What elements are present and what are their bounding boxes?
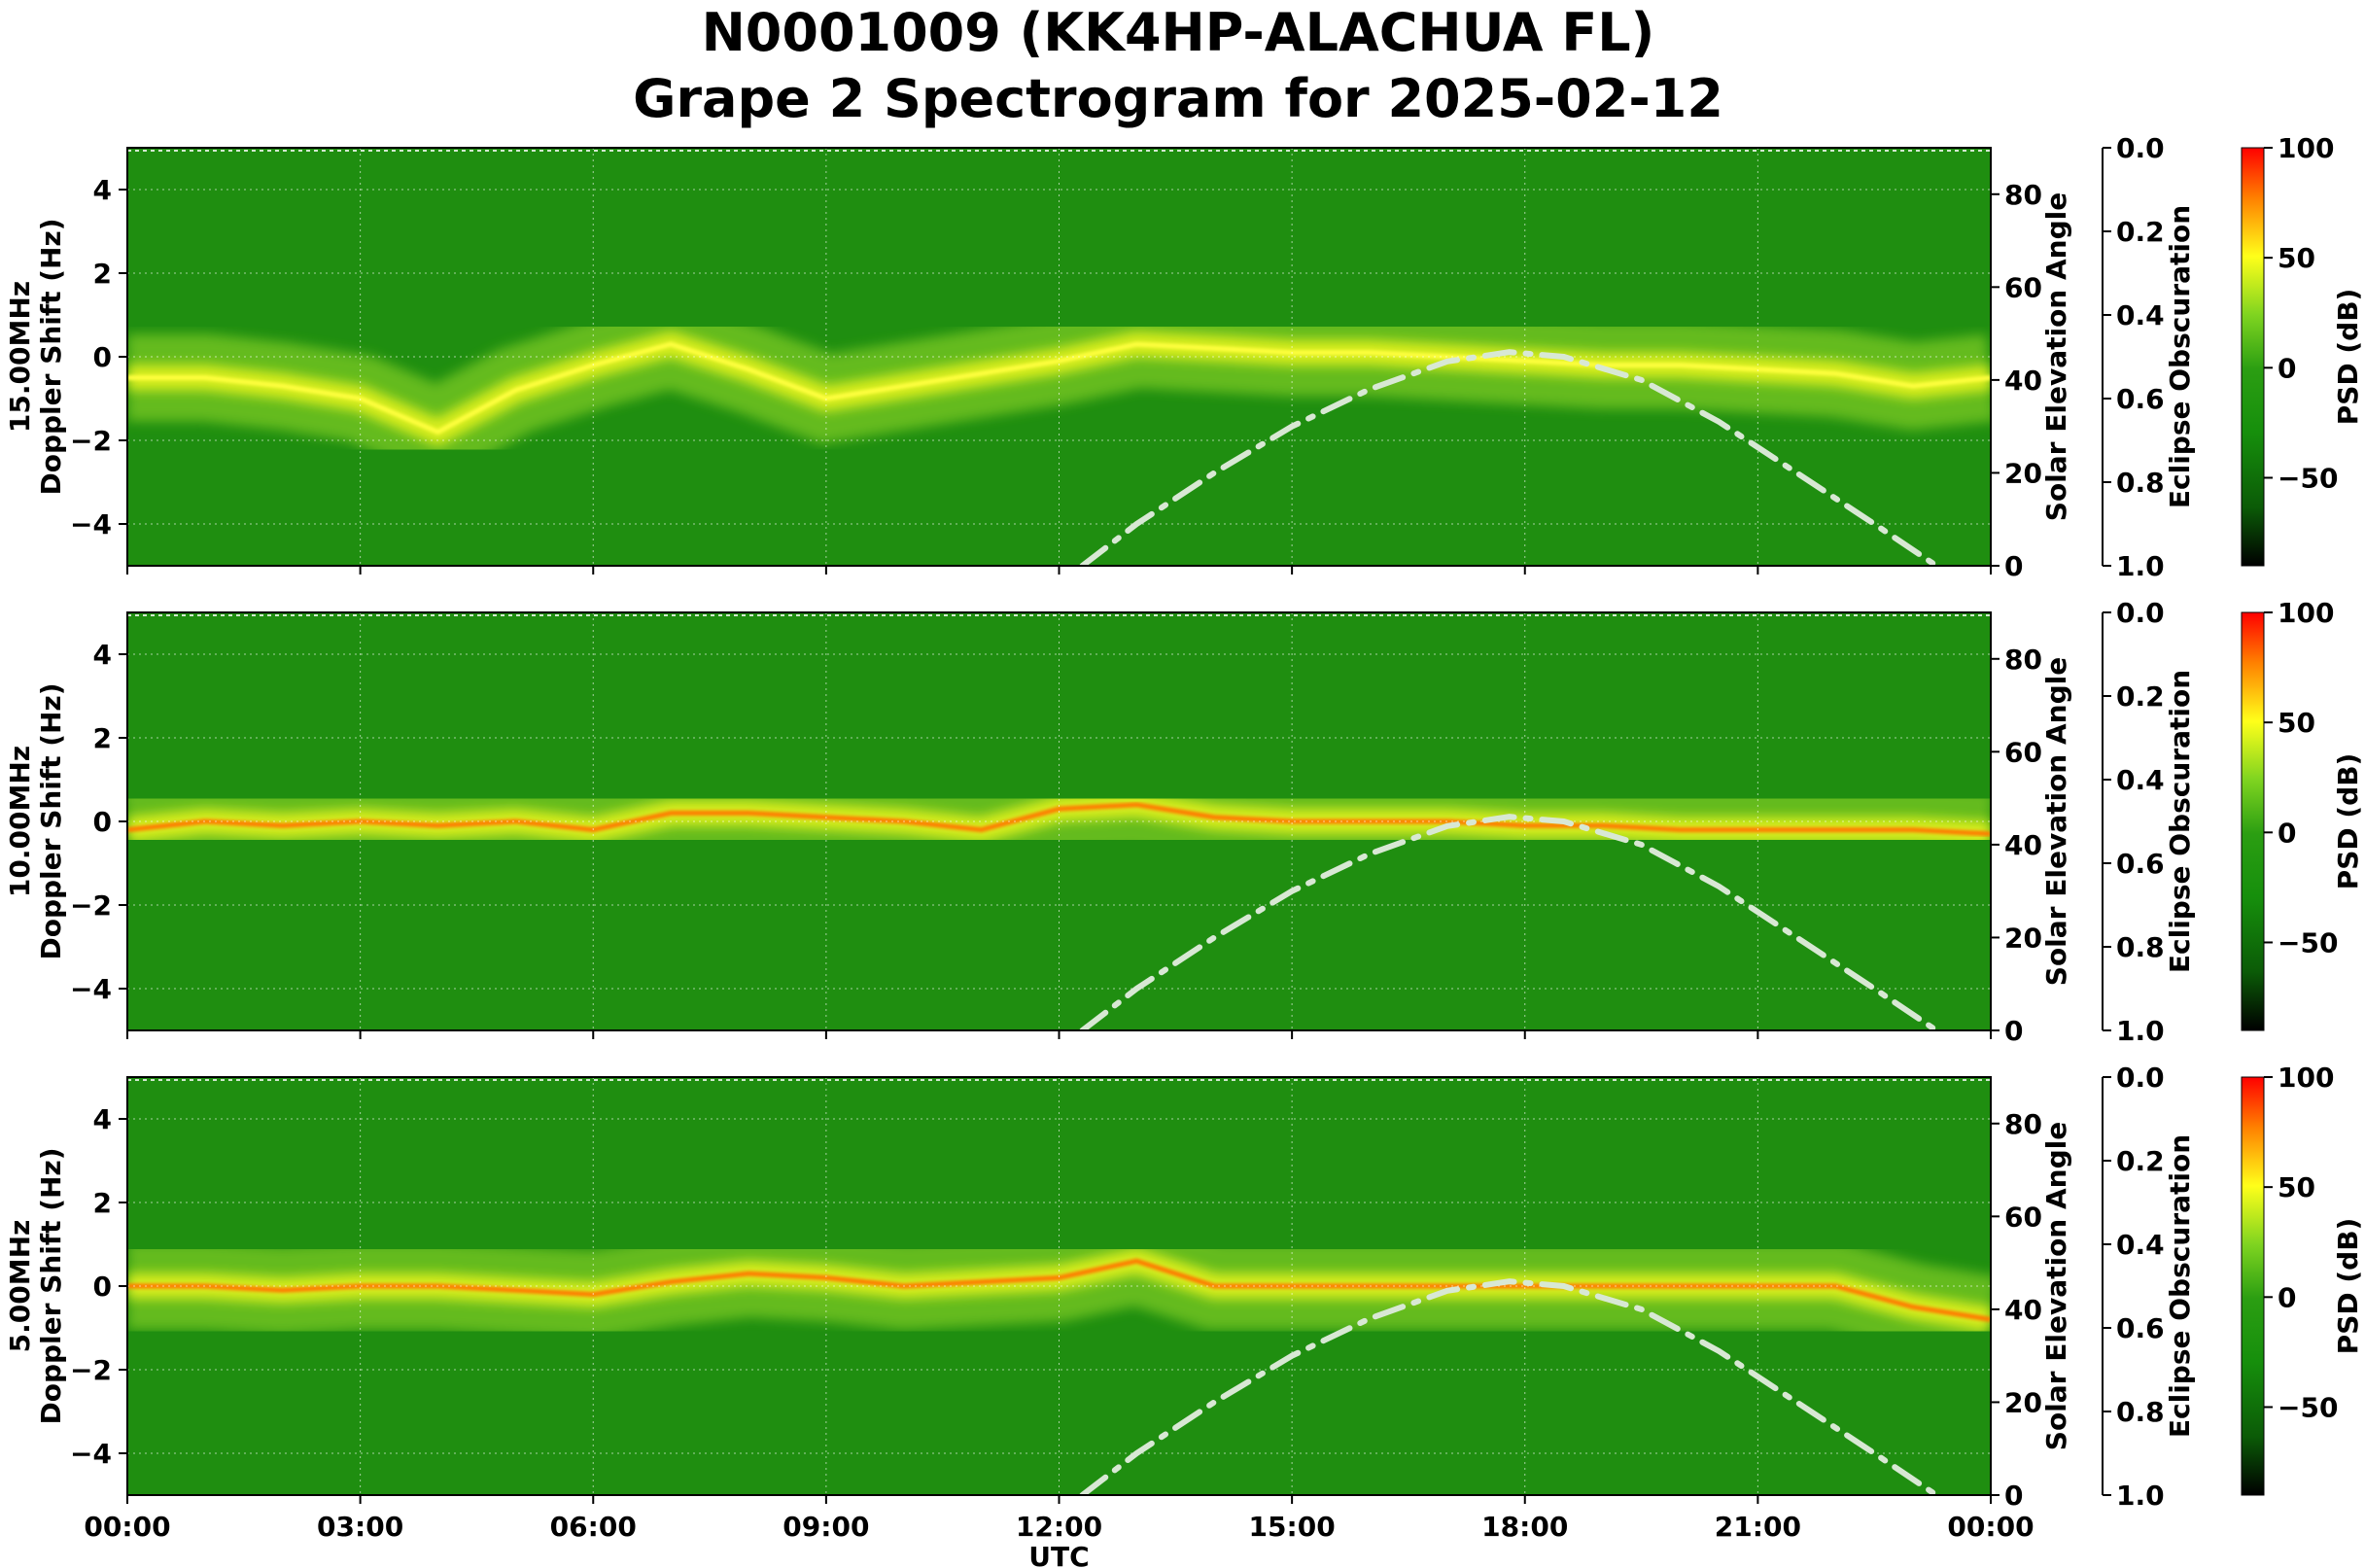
- obscuration-tick-label: 0.4: [2116, 1229, 2165, 1261]
- panel-1: 420−2−415.00MHzDoppler Shift (Hz)0204060…: [4, 132, 2364, 582]
- obscuration-tick-label: 0.0: [2116, 132, 2165, 164]
- y-tick-label: 2: [93, 1187, 112, 1219]
- solar-tick-label: 20: [2004, 922, 2042, 954]
- solar-axis-label: Solar Elevation Angle: [2040, 1122, 2072, 1450]
- solar-tick-label: 60: [2004, 271, 2042, 303]
- colorbar-tick-label: −50: [2278, 926, 2338, 958]
- solar-elevation-curve: [1079, 349, 1940, 566]
- obscuration-axis-label: Eclipse Obscuration: [2164, 1134, 2196, 1438]
- solar-tick-label: 80: [2004, 1108, 2042, 1140]
- solar-axis-label: Solar Elevation Angle: [2040, 192, 2072, 521]
- x-axis-label: UTC: [1028, 1541, 1089, 1568]
- y-tick-label: 2: [93, 258, 112, 290]
- x-tick-label: 15:00: [1249, 1511, 1336, 1543]
- solar-tick-label: 0: [2004, 1480, 2023, 1512]
- y-tick-label: −4: [70, 1438, 112, 1470]
- x-tick-label: 03:00: [317, 1511, 403, 1543]
- solar-elevation-curve: [1079, 1278, 1940, 1495]
- solar-tick-label: 40: [2004, 829, 2042, 861]
- colorbar-tick-label: 100: [2278, 1062, 2334, 1094]
- colorbar-tick-label: 0: [2278, 1281, 2296, 1313]
- colorbar-tick-label: 100: [2278, 597, 2334, 629]
- solar-tick-label: 0: [2004, 1015, 2023, 1047]
- obscuration-tick-label: 0.6: [2116, 383, 2165, 415]
- solar-tick-label: 20: [2004, 1386, 2042, 1418]
- obscuration-tick-label: 0.4: [2116, 764, 2165, 796]
- psd-colorbar: [2241, 1076, 2265, 1496]
- solar-elevation-curve: [1079, 814, 1940, 1030]
- psd-colorbar: [2241, 147, 2265, 567]
- obscuration-axis-label: Eclipse Obscuration: [2164, 670, 2196, 973]
- y-tick-label: −4: [70, 508, 112, 540]
- obscuration-tick-label: 0.8: [2116, 467, 2165, 499]
- y-tick-label: 0: [93, 806, 112, 838]
- obscuration-tick-label: 1.0: [2116, 1480, 2165, 1512]
- x-tick-label: 09:00: [783, 1511, 869, 1543]
- obscuration-tick-label: 0.4: [2116, 299, 2165, 331]
- spectrogram-area: [127, 1077, 1991, 1495]
- y-tick-label: 4: [93, 174, 112, 206]
- obscuration-tick-label: 0.8: [2116, 931, 2165, 963]
- solar-tick-label: 60: [2004, 736, 2042, 768]
- colorbar-tick-label: 50: [2278, 242, 2315, 274]
- y-tick-label: −2: [70, 425, 112, 457]
- x-tick-label: 06:00: [550, 1511, 637, 1543]
- colorbar-tick-label: −50: [2278, 1391, 2338, 1423]
- solar-tick-label: 0: [2004, 550, 2023, 582]
- solar-axis-label: Solar Elevation Angle: [2040, 657, 2072, 986]
- obscuration-tick-label: 0.0: [2116, 597, 2165, 629]
- obscuration-tick-label: 0.6: [2116, 1312, 2165, 1344]
- y-tick-label: 0: [93, 1271, 112, 1303]
- figure-title-line2: Grape 2 Spectrogram for 2025-02-12: [633, 68, 1723, 129]
- colorbar-tick-label: 50: [2278, 707, 2315, 739]
- spectrogram-area: [127, 148, 1991, 566]
- psd-colorbar: [2241, 611, 2265, 1031]
- spectrogram-area: [127, 612, 1991, 1030]
- colorbar-label: PSD (dB): [2332, 289, 2364, 426]
- solar-tick-label: 80: [2004, 179, 2042, 211]
- obscuration-tick-label: 1.0: [2116, 1015, 2165, 1047]
- x-tick-label: 00:00: [1947, 1511, 2034, 1543]
- x-tick-label: 12:00: [1016, 1511, 1102, 1543]
- obscuration-axis-label: Eclipse Obscuration: [2164, 205, 2196, 508]
- solar-tick-label: 80: [2004, 644, 2042, 676]
- doppler-trace: [127, 802, 1991, 837]
- obscuration-tick-label: 0.8: [2116, 1396, 2165, 1428]
- obscuration-tick-label: 0.2: [2116, 216, 2165, 248]
- y-tick-label: −2: [70, 1354, 112, 1386]
- colorbar-tick-label: 0: [2278, 352, 2296, 384]
- figure-title-line1: N0001009 (KK4HP-ALACHUA FL): [702, 2, 1655, 63]
- y-tick-label: 0: [93, 341, 112, 373]
- colorbar-tick-label: 50: [2278, 1171, 2315, 1203]
- solar-tick-label: 60: [2004, 1201, 2042, 1233]
- obscuration-tick-label: 0.2: [2116, 680, 2165, 713]
- colorbar-label: PSD (dB): [2332, 753, 2364, 890]
- colorbar-tick-label: −50: [2278, 462, 2338, 494]
- colorbar-tick-label: 100: [2278, 132, 2334, 164]
- x-tick-label: 00:00: [84, 1511, 170, 1543]
- colorbar-label: PSD (dB): [2332, 1218, 2364, 1355]
- y-axis-label: 5.00MHzDoppler Shift (Hz): [4, 1147, 67, 1424]
- doppler-trace: [127, 341, 1991, 436]
- y-tick-label: 2: [93, 722, 112, 754]
- y-tick-label: −2: [70, 889, 112, 922]
- colorbar-tick-label: 0: [2278, 817, 2296, 849]
- x-tick-label: 18:00: [1481, 1511, 1568, 1543]
- obscuration-tick-label: 1.0: [2116, 550, 2165, 582]
- solar-tick-label: 40: [2004, 1294, 2042, 1326]
- y-axis-label: 10.00MHzDoppler Shift (Hz): [4, 682, 67, 959]
- obscuration-tick-label: 0.2: [2116, 1145, 2165, 1177]
- panel-2: 420−2−410.00MHzDoppler Shift (Hz)0204060…: [4, 597, 2364, 1047]
- solar-tick-label: 40: [2004, 365, 2042, 397]
- y-tick-label: −4: [70, 973, 112, 1005]
- x-tick-label: 21:00: [1715, 1511, 1801, 1543]
- solar-tick-label: 20: [2004, 457, 2042, 489]
- y-tick-label: 4: [93, 639, 112, 671]
- y-tick-label: 4: [93, 1103, 112, 1135]
- obscuration-tick-label: 0.0: [2116, 1062, 2165, 1094]
- y-axis-label: 15.00MHzDoppler Shift (Hz): [4, 218, 67, 495]
- obscuration-tick-label: 0.6: [2116, 848, 2165, 880]
- panel-3: 420−2−45.00MHzDoppler Shift (Hz)02040608…: [4, 1062, 2364, 1568]
